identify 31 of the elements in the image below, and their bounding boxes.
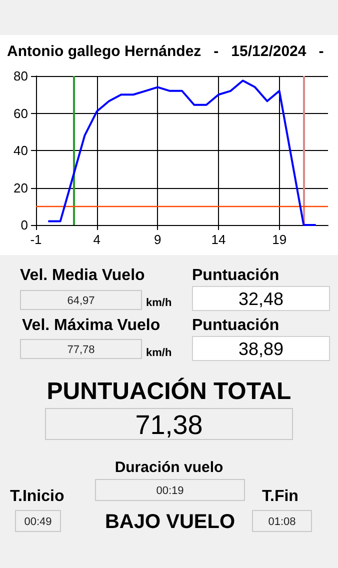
y-tick-label: 0 bbox=[20, 218, 28, 232]
text: 00:49 bbox=[15, 510, 61, 532]
text: BAJO VUELO bbox=[104, 510, 236, 535]
text: km/h bbox=[146, 296, 173, 310]
text: 00:19 bbox=[95, 479, 245, 501]
text: Puntuación bbox=[192, 316, 280, 336]
text: T.Inicio bbox=[10, 487, 66, 507]
x-tick-label: -1 bbox=[30, 232, 42, 247]
x-tick-label: 9 bbox=[154, 232, 162, 247]
text: 64,97 bbox=[20, 290, 142, 310]
line-series bbox=[47, 80, 317, 226]
x-tick-label: 14 bbox=[211, 232, 226, 247]
y-tick-label: 60 bbox=[14, 106, 28, 121]
text: PUNTUACIÓN TOTAL bbox=[46, 376, 292, 407]
text: Duración vuelo bbox=[114, 458, 224, 478]
y-tick-label: 20 bbox=[14, 180, 28, 196]
text: 77,78 bbox=[20, 339, 142, 359]
text: T.Fin bbox=[262, 487, 300, 507]
y-tick-label: 80 bbox=[14, 68, 28, 84]
text: Puntuación bbox=[192, 266, 280, 286]
x-tick-label: 19 bbox=[272, 232, 287, 247]
text: 01:08 bbox=[252, 510, 312, 532]
text: 32,48 bbox=[192, 286, 330, 311]
y-tick-label: 40 bbox=[14, 143, 28, 158]
text: 38,89 bbox=[192, 336, 330, 361]
text: km/h bbox=[146, 346, 173, 360]
text: Vel. Máxima Vuelo bbox=[22, 316, 162, 336]
text: Vel. Media Vuelo bbox=[20, 266, 146, 286]
chart-title: Antonio gallego Hernández - 15/12/2024 - bbox=[7, 43, 324, 60]
text: 71,38 bbox=[45, 408, 293, 440]
x-tick-label: 4 bbox=[93, 232, 100, 247]
